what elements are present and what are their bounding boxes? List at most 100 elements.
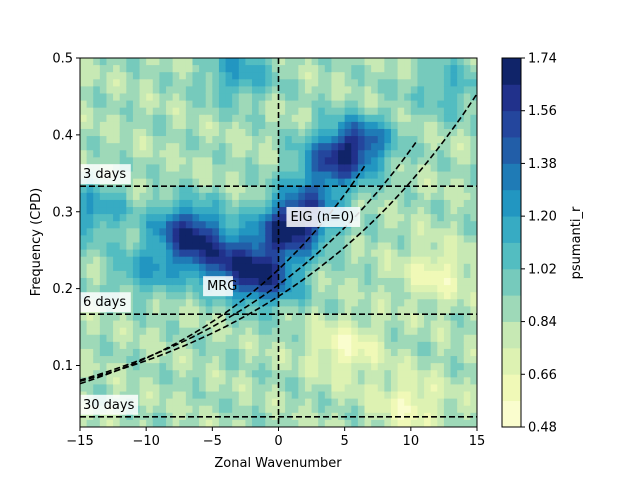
- heat-cell: [424, 263, 432, 272]
- heat-cell: [166, 320, 174, 329]
- heat-cell: [437, 299, 445, 307]
- heat-cell: [298, 370, 306, 378]
- heat-cell: [218, 405, 227, 414]
- heat-cell: [404, 391, 412, 400]
- heat-cell: [152, 363, 160, 371]
- heat-cell: [371, 207, 379, 215]
- heat-cell: [93, 157, 101, 166]
- heat-cell: [258, 86, 266, 95]
- heat-cell: [132, 164, 141, 173]
- heat-cell: [318, 171, 326, 180]
- x-tick-label: −15: [66, 434, 93, 449]
- heat-cell: [172, 114, 180, 123]
- heat-cell: [344, 320, 352, 329]
- heat-cell: [338, 363, 346, 371]
- heat-cell: [218, 128, 227, 137]
- heat-cell: [99, 221, 108, 229]
- heat-cell: [80, 228, 88, 237]
- heat-cell: [410, 86, 419, 95]
- heat-cell: [338, 235, 346, 244]
- heat-cell: [457, 157, 465, 166]
- heat-cell: [80, 121, 88, 130]
- heat-cell: [357, 228, 366, 237]
- heat-cell: [152, 100, 160, 109]
- heat-cell: [106, 114, 114, 123]
- heat-cell: [99, 65, 108, 73]
- heat-cell: [457, 377, 465, 386]
- heat-cell: [304, 277, 313, 286]
- heat-cell: [357, 150, 366, 158]
- heat-cell: [311, 150, 319, 158]
- heat-cell: [212, 391, 220, 400]
- heat-cell: [132, 65, 141, 73]
- heat-cell: [179, 221, 187, 229]
- heat-cell: [285, 313, 293, 322]
- heat-cell: [132, 72, 141, 80]
- heat-cell: [450, 86, 458, 95]
- heat-cell: [106, 285, 114, 293]
- heat-cell: [443, 157, 452, 166]
- heat-cell: [232, 150, 240, 158]
- heat-cell: [463, 121, 471, 130]
- heat-cell: [404, 136, 412, 144]
- heat-cell: [252, 207, 260, 215]
- heat-cell: [450, 199, 458, 208]
- heat-cell: [252, 164, 260, 173]
- heat-cell: [238, 327, 247, 336]
- heat-cell: [304, 114, 313, 123]
- heat-cell: [232, 313, 240, 322]
- heat-cell: [450, 136, 458, 144]
- heat-cell: [132, 292, 141, 300]
- heat-cell: [99, 150, 108, 158]
- heat-cell: [298, 228, 306, 237]
- heat-cell: [245, 136, 253, 144]
- heat-cell: [430, 377, 438, 386]
- heat-cell: [99, 377, 108, 386]
- heat-cell: [384, 277, 392, 286]
- heat-cell: [344, 157, 352, 166]
- heat-cell: [377, 370, 385, 378]
- heat-cell: [113, 341, 121, 350]
- heat-cell: [430, 327, 438, 336]
- heat-cell: [245, 341, 253, 350]
- colorbar-tick-label: 1.56: [528, 104, 557, 119]
- period-label: 6 days: [83, 295, 126, 310]
- heat-cell: [410, 299, 419, 307]
- heat-cell: [80, 263, 88, 272]
- heat-cell: [344, 306, 352, 315]
- heat-cell: [364, 363, 372, 371]
- heat-cell: [132, 334, 141, 343]
- heat-cell: [132, 377, 141, 386]
- heat-cell: [86, 192, 94, 201]
- heat-cell: [265, 221, 273, 229]
- heat-cell: [377, 341, 385, 350]
- heat-cell: [99, 121, 108, 130]
- heat-cell: [417, 398, 425, 407]
- heat-cell: [470, 157, 477, 166]
- heat-cell: [271, 306, 280, 315]
- heat-cell: [304, 121, 313, 130]
- heat-cell: [179, 93, 187, 102]
- heat-cell: [324, 363, 333, 371]
- heat-cell: [397, 391, 405, 400]
- heat-cell: [252, 356, 260, 364]
- heat-cell: [271, 405, 280, 414]
- heat-cell: [443, 228, 452, 237]
- heat-cell: [205, 72, 213, 80]
- heat-cell: [126, 65, 134, 73]
- heat-cell: [106, 320, 114, 329]
- heat-cell: [252, 398, 260, 407]
- heat-cell: [238, 185, 247, 194]
- heat-cell: [430, 256, 438, 265]
- heat-cell: [258, 285, 266, 293]
- heat-cell: [225, 228, 233, 237]
- heat-cell: [351, 363, 359, 371]
- heat-cell: [152, 384, 160, 393]
- heat-cell: [185, 214, 194, 222]
- heat-cell: [185, 128, 194, 137]
- heat-cell: [390, 86, 399, 95]
- heat-cell: [258, 327, 266, 336]
- heat-cell: [252, 121, 260, 130]
- heat-cell: [364, 384, 372, 393]
- heat-cell: [397, 207, 405, 215]
